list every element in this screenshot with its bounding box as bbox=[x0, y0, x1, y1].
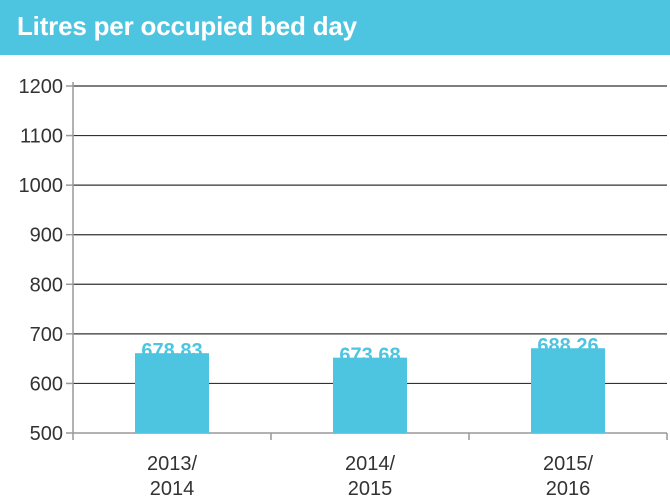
title-bar: Litres per occupied bed day bbox=[0, 0, 670, 55]
x-tick-label-line1: 2014/ bbox=[345, 453, 395, 475]
data-label-0: 678.83 bbox=[141, 340, 202, 362]
x-tick-labels: 2013/2014 2014/2015 2015/2016 bbox=[147, 453, 593, 496]
y-tick-labels: 500 600 700 800 900 1000 1100 1200 bbox=[19, 76, 64, 445]
y-tick-label: 700 bbox=[30, 324, 63, 346]
x-tick-label-line1: 2013/ bbox=[147, 453, 197, 475]
bar-0 bbox=[135, 353, 209, 433]
data-label-2: 688.26 bbox=[537, 335, 598, 357]
x-tick-label-line1: 2015/ bbox=[543, 453, 593, 475]
data-label-1: 673.68 bbox=[339, 345, 400, 367]
y-tick-label: 1000 bbox=[19, 175, 64, 197]
y-tick-label: 1200 bbox=[19, 76, 64, 98]
y-tick-label: 600 bbox=[30, 373, 63, 395]
bar-2 bbox=[531, 348, 605, 433]
y-tick-label: 900 bbox=[30, 225, 63, 247]
y-tick-label: 800 bbox=[30, 274, 63, 296]
y-tick-label: 1100 bbox=[20, 126, 63, 148]
data-labels: 678.83 673.68 688.26 bbox=[141, 335, 598, 366]
x-tick-label-line2: 2014 bbox=[150, 478, 195, 496]
chart-title: Litres per occupied bed day bbox=[17, 11, 357, 41]
bar-1 bbox=[333, 357, 407, 433]
y-tick-label: 500 bbox=[30, 423, 63, 445]
x-tick-label-line2: 2016 bbox=[546, 478, 591, 496]
x-tick-label-line2: 2015 bbox=[348, 478, 393, 496]
bars bbox=[135, 348, 605, 433]
